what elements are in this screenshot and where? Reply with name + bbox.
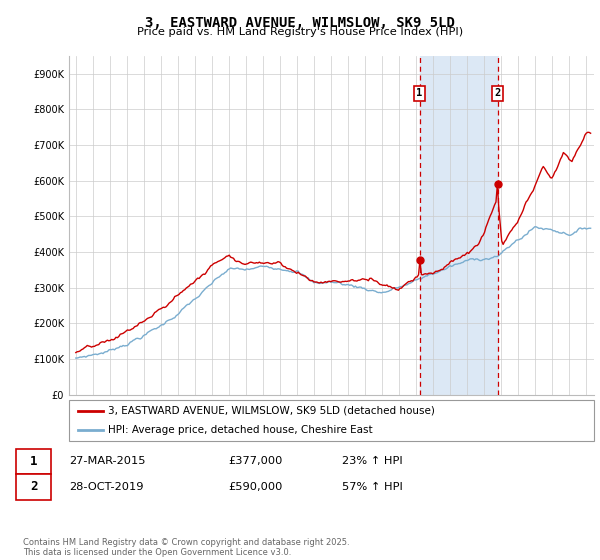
Text: 1: 1 [30,455,37,468]
FancyBboxPatch shape [69,400,594,441]
Text: 2: 2 [494,88,501,99]
Text: 2: 2 [30,480,37,493]
Text: £377,000: £377,000 [228,456,283,466]
Text: 28-OCT-2019: 28-OCT-2019 [69,482,143,492]
Text: 3, EASTWARD AVENUE, WILMSLOW, SK9 5LD (detached house): 3, EASTWARD AVENUE, WILMSLOW, SK9 5LD (d… [109,406,435,416]
Text: £590,000: £590,000 [228,482,283,492]
Text: 3, EASTWARD AVENUE, WILMSLOW, SK9 5LD: 3, EASTWARD AVENUE, WILMSLOW, SK9 5LD [145,16,455,30]
Text: Price paid vs. HM Land Registry's House Price Index (HPI): Price paid vs. HM Land Registry's House … [137,27,463,37]
Bar [419,56,497,395]
Text: 23% ↑ HPI: 23% ↑ HPI [342,456,403,466]
Text: Contains HM Land Registry data © Crown copyright and database right 2025.
This d: Contains HM Land Registry data © Crown c… [23,538,349,557]
Text: 57% ↑ HPI: 57% ↑ HPI [342,482,403,492]
Text: 1: 1 [416,88,422,99]
Text: HPI: Average price, detached house, Cheshire East: HPI: Average price, detached house, Ches… [109,424,373,435]
Text: 27-MAR-2015: 27-MAR-2015 [69,456,146,466]
